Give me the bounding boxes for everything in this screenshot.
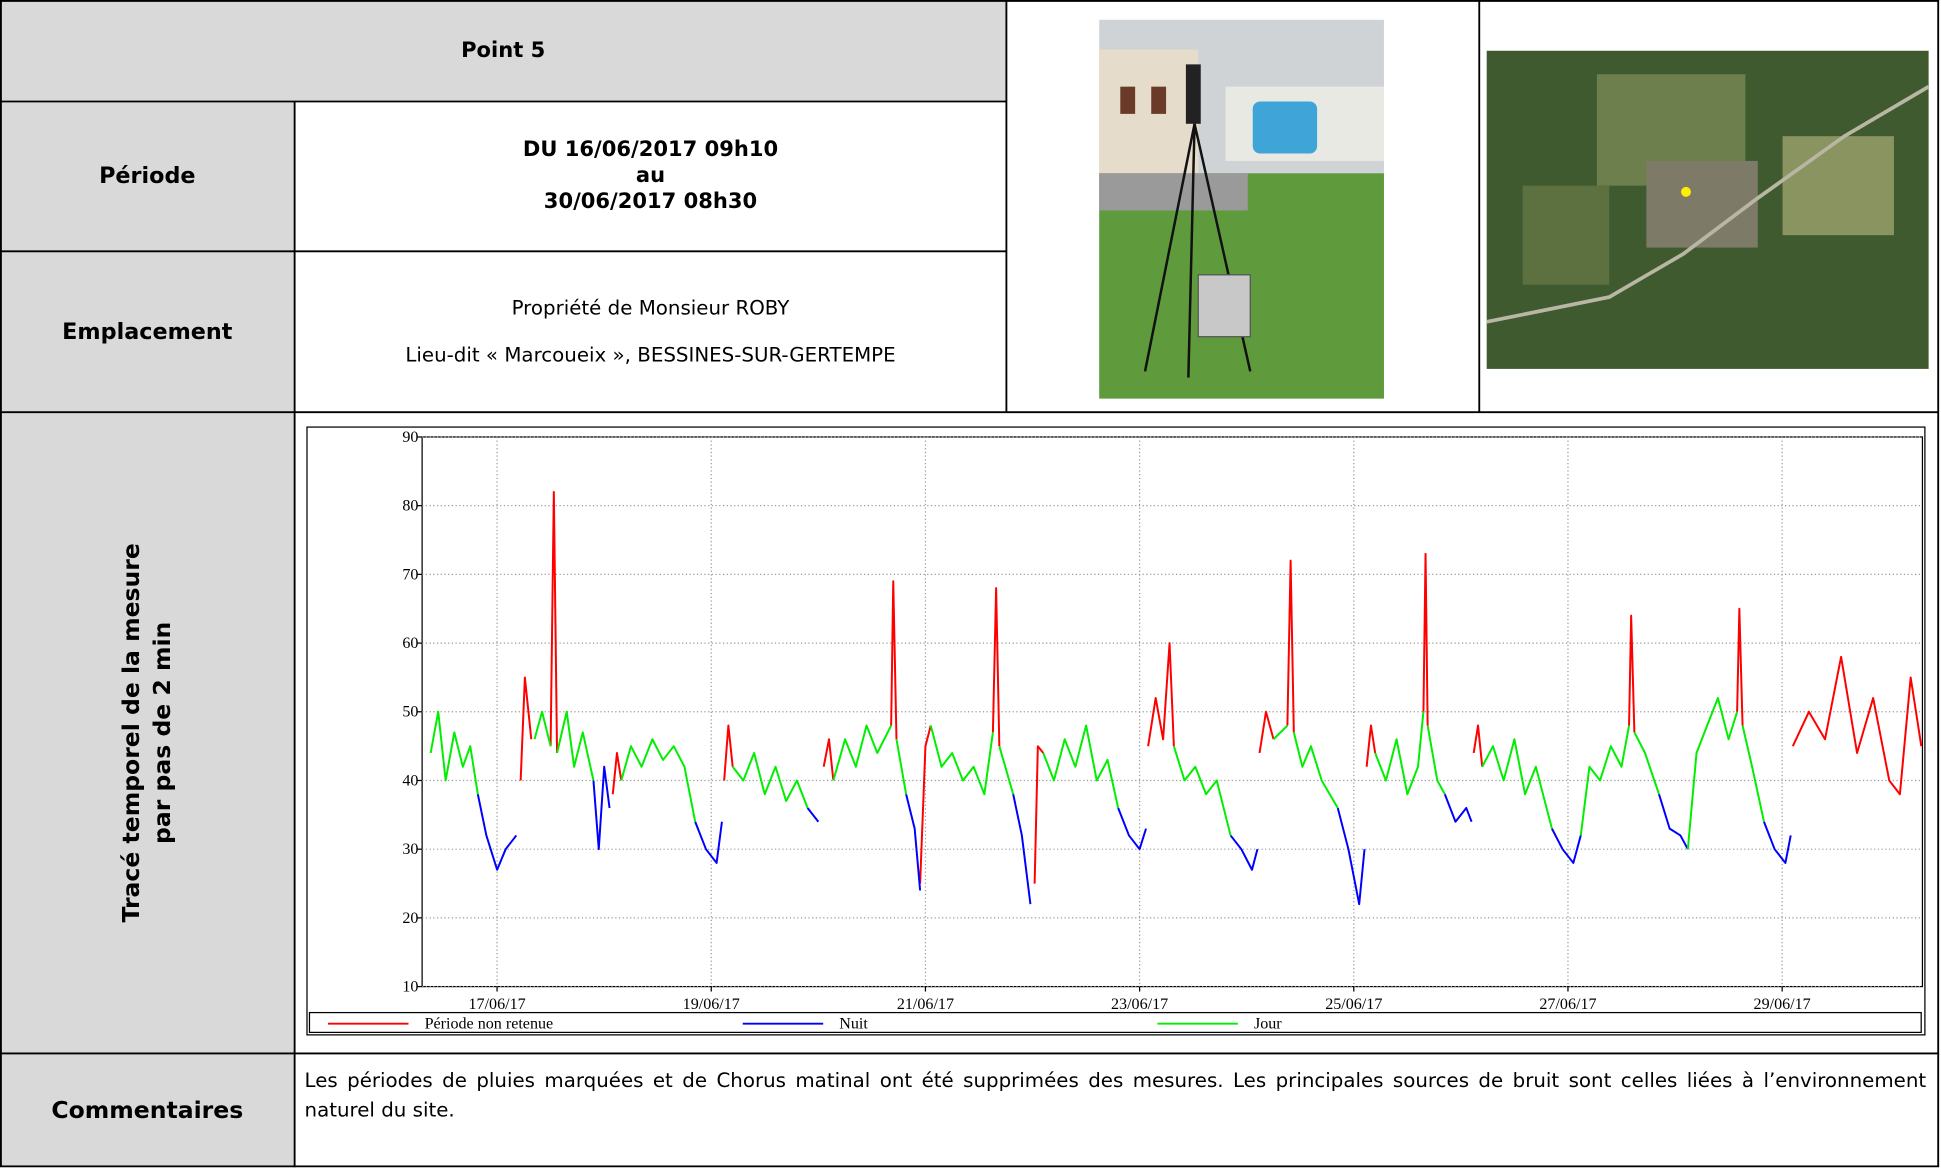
y-tick-label: 80: [402, 498, 418, 515]
x-tick-label: 19/06/17: [683, 996, 740, 1013]
x-tick-label: 29/06/17: [1754, 996, 1811, 1013]
legend-label: Jour: [1254, 1016, 1282, 1033]
emplacement-label: Emplacement: [62, 318, 233, 345]
legend-box: [308, 1011, 1922, 1034]
y-tick-label: 50: [402, 704, 418, 721]
y-tick-label: 30: [402, 841, 418, 858]
x-tick-label: 27/06/17: [1539, 996, 1596, 1013]
map: [1486, 50, 1930, 369]
y-tick-label: 90: [402, 429, 418, 446]
series-line: [429, 697, 1765, 850]
emplacement-line: Propriété de Monsieur ROBY: [511, 295, 790, 320]
label-cell: Commentaires: [0, 1053, 295, 1168]
label-cell: Tracé temporel de la mesure par pas de 2…: [0, 412, 295, 1054]
y-tick-label: 10: [402, 979, 418, 996]
x-tick-label: 25/06/17: [1325, 996, 1382, 1013]
y-tick-label: 20: [402, 910, 418, 927]
emplacement-cell: Propriété de Monsieur ROBY Lieu-dit « Ma…: [295, 251, 1007, 412]
x-tick-label: 23/06/17: [1111, 996, 1168, 1013]
photo: [1099, 19, 1384, 399]
y-tick-label: 60: [402, 635, 418, 652]
legend-label: Nuit: [839, 1016, 868, 1033]
comment-text: Les périodes de pluies marquées et de Ch…: [304, 1068, 1927, 1122]
point-title: Point 5: [461, 38, 546, 64]
y-tick-label: 40: [402, 772, 418, 789]
emplacement-line: Lieu-dit « Marcoueix », BESSINES-SUR-GER…: [405, 342, 896, 367]
commentaires-label: Commentaires: [51, 1096, 244, 1124]
periode-cell: DU 16/06/2017 09h10 au 30/06/2017 08h30: [295, 102, 1007, 252]
series-line: [476, 765, 1792, 906]
chart-frame: [306, 426, 1926, 1036]
x-tick-label: 21/06/17: [897, 996, 954, 1013]
label-cell: Emplacement: [0, 251, 295, 413]
label-cell: Période: [0, 101, 295, 252]
legend-label: Période non retenue: [425, 1016, 554, 1033]
comment-cell: Les périodes de pluies marquées et de Ch…: [295, 1053, 1939, 1167]
periode-line: 30/06/2017 08h30: [543, 189, 758, 215]
header-cell: Point 5: [0, 0, 1007, 102]
periode-label: Période: [99, 163, 196, 190]
x-tick-label: 17/06/17: [468, 996, 525, 1013]
series-line: [519, 490, 1923, 884]
periode-line: DU 16/06/2017 09h10: [522, 137, 779, 163]
periode-line: au: [635, 163, 666, 189]
y-tick-label: 70: [402, 566, 418, 583]
